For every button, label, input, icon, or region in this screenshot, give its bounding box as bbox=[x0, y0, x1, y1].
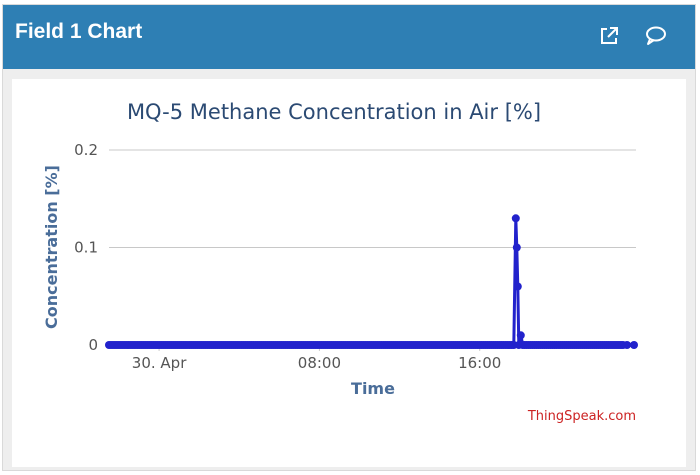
chart-svg: MQ-5 Methane Concentration in Air [%] 00… bbox=[42, 100, 638, 424]
widget-title: Field 1 Chart bbox=[15, 20, 143, 43]
x-ticks-layer: 30. Apr 08:00 16:00 bbox=[132, 345, 501, 372]
comment-icon[interactable] bbox=[644, 25, 666, 47]
series-line bbox=[109, 218, 634, 347]
x-tick-label: 16:00 bbox=[458, 354, 501, 372]
y-axis-label: Concentration [%] bbox=[42, 165, 61, 329]
chart-title: MQ-5 Methane Concentration in Air [%] bbox=[127, 100, 541, 124]
external-link-icon[interactable] bbox=[598, 25, 620, 47]
y-tick-label: 0.1 bbox=[74, 239, 98, 257]
grid-layer bbox=[109, 149, 636, 248]
y-tick-label: 0.2 bbox=[74, 141, 98, 159]
x-axis-label: Time bbox=[351, 379, 395, 398]
field-chart-widget: Field 1 Chart MQ-5 Methane Concentration… bbox=[2, 4, 696, 471]
x-tick-label: 30. Apr bbox=[132, 354, 187, 372]
widget-header: Field 1 Chart bbox=[3, 5, 695, 69]
thingspeak-credit[interactable]: ThingSpeak.com bbox=[527, 409, 636, 424]
data-point[interactable] bbox=[513, 282, 522, 291]
data-point[interactable] bbox=[512, 243, 521, 252]
series-layer bbox=[105, 214, 638, 349]
data-point[interactable] bbox=[511, 214, 520, 223]
data-point[interactable] bbox=[623, 341, 631, 349]
y-ticks-layer: 0 0.1 0.2 bbox=[74, 141, 98, 354]
data-point[interactable] bbox=[516, 331, 525, 340]
x-tick-label: 08:00 bbox=[298, 354, 341, 372]
y-tick-label: 0 bbox=[88, 336, 98, 354]
data-point[interactable] bbox=[630, 341, 638, 349]
